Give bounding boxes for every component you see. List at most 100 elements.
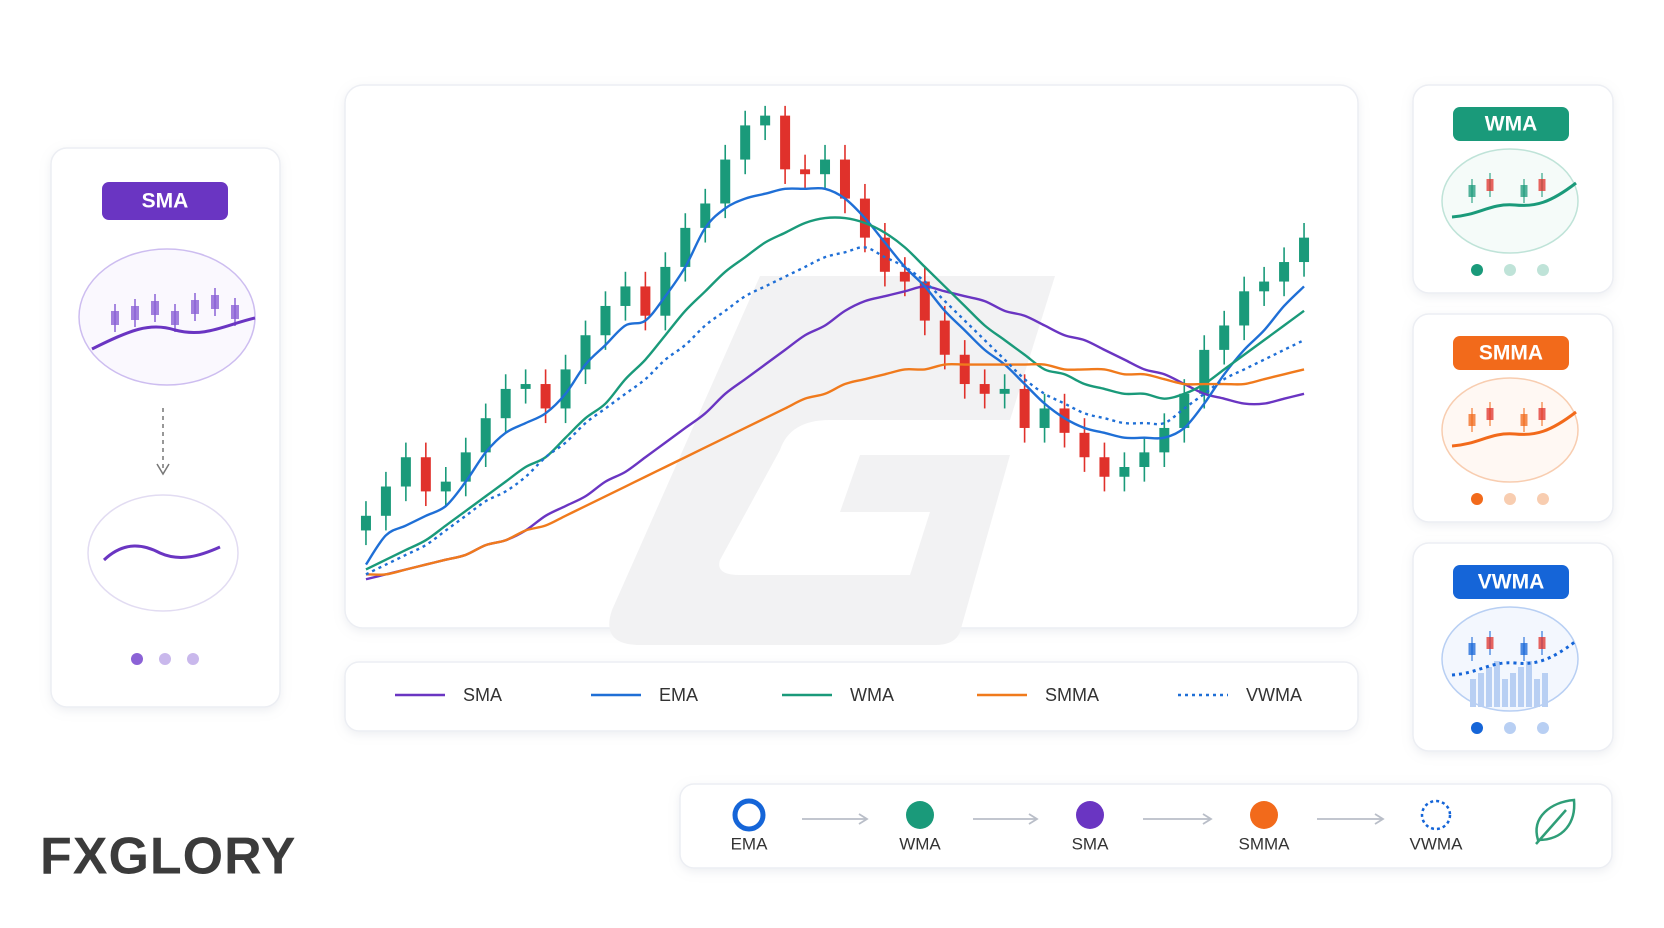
mini-body bbox=[171, 311, 179, 325]
candle-body bbox=[939, 320, 950, 355]
flow-arrow-head bbox=[1028, 813, 1039, 825]
candle-body bbox=[360, 515, 371, 531]
mini-body bbox=[231, 305, 239, 319]
candle-body bbox=[1159, 427, 1170, 453]
legend-panel bbox=[344, 661, 1359, 732]
icon bbox=[1441, 148, 1579, 254]
candle-body bbox=[760, 115, 771, 126]
watermark bbox=[609, 276, 1055, 645]
candle-body bbox=[1299, 237, 1310, 263]
flow-node bbox=[732, 798, 766, 832]
dot bbox=[1504, 493, 1516, 505]
dot bbox=[159, 653, 171, 665]
plot bbox=[360, 105, 1310, 581]
mini-body bbox=[1468, 643, 1476, 655]
flow-node bbox=[1250, 801, 1278, 829]
candle-body bbox=[380, 486, 391, 516]
candle-body bbox=[1119, 467, 1130, 477]
flow-label: EMA bbox=[731, 834, 769, 853]
sma-icon-curve bbox=[91, 316, 256, 351]
flow-node bbox=[1076, 801, 1104, 829]
candle-body bbox=[1019, 388, 1030, 428]
mini-body bbox=[1520, 414, 1528, 426]
volume-bar bbox=[1518, 667, 1524, 707]
sma-icon bbox=[78, 248, 256, 386]
logo: FXGLORY bbox=[40, 828, 296, 886]
flow-label: SMA bbox=[1072, 834, 1110, 853]
volume-bar bbox=[1534, 679, 1540, 707]
dot bbox=[1537, 264, 1549, 276]
mini-body bbox=[1486, 179, 1494, 191]
dot bbox=[1537, 493, 1549, 505]
mini-body bbox=[1486, 637, 1494, 649]
ma-line bbox=[364, 186, 1305, 566]
dot bbox=[131, 653, 143, 665]
badge bbox=[1453, 336, 1569, 370]
candle-body bbox=[740, 125, 751, 160]
volume-bar bbox=[1542, 673, 1548, 707]
candle-body bbox=[919, 281, 930, 321]
legend-label: WMA bbox=[850, 685, 894, 705]
candle-body bbox=[640, 286, 651, 316]
icon-candles bbox=[1468, 631, 1548, 707]
mini-body bbox=[191, 300, 199, 314]
icon-candles bbox=[1468, 173, 1546, 203]
left-panel bbox=[50, 147, 281, 708]
candle-body bbox=[1179, 393, 1190, 428]
badge bbox=[1453, 107, 1569, 141]
candle-body bbox=[460, 452, 471, 482]
dot bbox=[1504, 722, 1516, 734]
badge-text: SMMA bbox=[1479, 342, 1543, 365]
flow-arrow-head bbox=[858, 813, 869, 825]
badge-text: VWMA bbox=[1478, 571, 1545, 594]
candle-body bbox=[500, 388, 511, 419]
legend: SMA EMA WMA SMMA VWMA bbox=[395, 685, 1302, 705]
icon-candles bbox=[1468, 402, 1546, 432]
candle-body bbox=[480, 418, 491, 453]
candle-body bbox=[1039, 408, 1050, 428]
candle-body bbox=[820, 159, 831, 175]
candle-body bbox=[1259, 281, 1270, 292]
candle-body bbox=[839, 159, 850, 199]
candle-body bbox=[979, 384, 990, 394]
candle-body bbox=[1219, 325, 1230, 350]
flow-label: SMMA bbox=[1239, 834, 1291, 853]
flow-panel bbox=[679, 783, 1613, 869]
candle-body bbox=[899, 271, 910, 282]
mini-body bbox=[1468, 414, 1476, 426]
volume-bar bbox=[1502, 679, 1508, 707]
candle-body bbox=[1099, 457, 1110, 477]
dot bbox=[1504, 264, 1516, 276]
mini-body bbox=[1520, 185, 1528, 197]
sma-mini-candles bbox=[111, 288, 239, 332]
candle-body bbox=[680, 227, 691, 267]
ma-line bbox=[365, 216, 1305, 571]
mini-body bbox=[1538, 637, 1546, 649]
mini-body bbox=[211, 295, 219, 309]
candle-body bbox=[700, 203, 711, 228]
candle-body bbox=[1199, 349, 1210, 394]
flow-arrow-head bbox=[156, 463, 170, 476]
flow-node bbox=[906, 801, 934, 829]
icon-curve bbox=[1451, 639, 1577, 677]
smooth-curve bbox=[102, 544, 221, 562]
candle-body bbox=[999, 388, 1010, 394]
mini-body bbox=[1468, 185, 1476, 197]
candle-body bbox=[1279, 262, 1290, 282]
volume-bar bbox=[1478, 673, 1484, 707]
badge-text: WMA bbox=[1485, 113, 1537, 136]
candle-body bbox=[780, 115, 791, 170]
flow: EMA WMA SMA SMMA VWMA bbox=[731, 798, 1463, 853]
right-panels: WMA SMMA VWMA bbox=[1412, 84, 1614, 752]
leaf-icon bbox=[1535, 798, 1576, 845]
volume-bar bbox=[1486, 667, 1492, 707]
candle-body bbox=[1239, 291, 1250, 326]
badge bbox=[1453, 565, 1569, 599]
legend-label: SMA bbox=[463, 685, 502, 705]
legend-label: EMA bbox=[659, 685, 698, 705]
mini-body bbox=[131, 306, 139, 320]
candle-body bbox=[420, 457, 431, 492]
dot bbox=[1471, 264, 1483, 276]
